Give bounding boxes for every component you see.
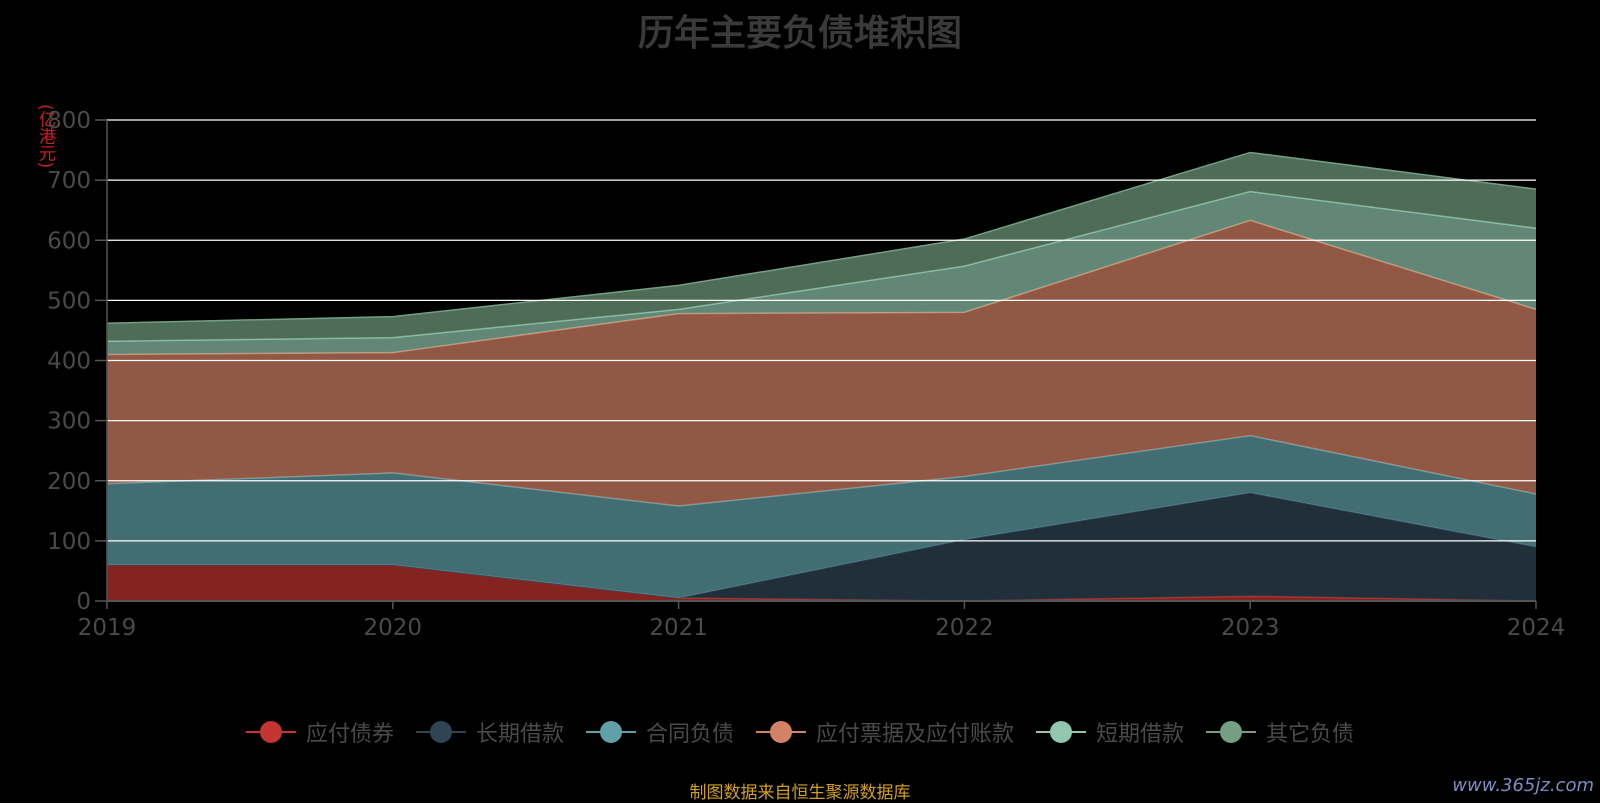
- legend-label: 应付债券: [305, 722, 394, 747]
- legend-label: 其它负债: [1266, 722, 1355, 747]
- series-line-4: [106, 219, 1537, 356]
- x-tick-label: 2021: [649, 615, 708, 641]
- area-3: [107, 435, 1536, 598]
- area-layers: [106, 151, 1537, 602]
- legend-label: 长期借款: [475, 722, 564, 747]
- legend: 应付债券 长期借款 合同负债 应付票据及应付账款 短期借款 其它负债: [0, 716, 1600, 748]
- y-tick-label: 600: [47, 228, 91, 254]
- legend-item-1[interactable]: 应付债券: [245, 716, 394, 748]
- legend-swatch: [756, 721, 806, 743]
- data-source-note: 制图数据来自恒生聚源数据库: [689, 783, 911, 803]
- area-2: [107, 492, 1536, 601]
- legend-swatch: [245, 721, 296, 743]
- y-tick-label: 800: [47, 108, 91, 134]
- x-tick-label: 2024: [1507, 615, 1566, 641]
- x-tick-label: 2019: [78, 615, 137, 641]
- x-tick-label: 2022: [935, 615, 994, 641]
- y-axis-unit-label: (亿港元): [35, 104, 55, 169]
- y-tick-label: 0: [76, 589, 91, 615]
- area-4: [107, 220, 1536, 507]
- legend-item-2[interactable]: 长期借款: [415, 716, 564, 748]
- legend-item-5[interactable]: 短期借款: [1036, 716, 1184, 748]
- legend-swatch: [1206, 721, 1257, 743]
- legend-item-3[interactable]: 合同负债: [585, 716, 734, 748]
- legend-label: 应付票据及应付账款: [816, 722, 1015, 747]
- stacked-area-chart: 0 100 200 300 400 500 600 700 800 2019 2020 2021 202…: [47, 108, 1565, 641]
- legend-label: 合同负债: [645, 722, 734, 747]
- legend-swatch: [1036, 721, 1087, 743]
- x-tick-label: 2023: [1221, 615, 1280, 641]
- chart-title: 历年主要负债堆积图: [637, 13, 962, 54]
- legend-item-4[interactable]: 应付票据及应付账款: [756, 716, 1014, 748]
- y-tick-label: 100: [47, 529, 91, 555]
- x-tick-label: 2020: [364, 615, 423, 641]
- area-6: [107, 152, 1536, 342]
- series-line-6: [106, 151, 1537, 324]
- y-tick-label: 700: [47, 168, 91, 194]
- y-tick-label: 500: [47, 288, 91, 314]
- legend-item-6[interactable]: 其它负债: [1206, 716, 1354, 748]
- legend-swatch: [585, 721, 636, 743]
- tick-labels: 0 100 200 300 400 500 600 700 800 2019 2020 2021 202…: [47, 108, 1565, 641]
- y-tick-label: 400: [47, 349, 91, 375]
- legend-swatch: [415, 721, 466, 743]
- y-tick-label: 300: [47, 409, 91, 435]
- area-5: [107, 191, 1536, 355]
- grid-lines: [107, 119, 1536, 542]
- watermark: www.365jz.com: [1452, 775, 1594, 796]
- y-tick-label: 200: [47, 469, 91, 495]
- legend-label: 短期借款: [1096, 722, 1185, 747]
